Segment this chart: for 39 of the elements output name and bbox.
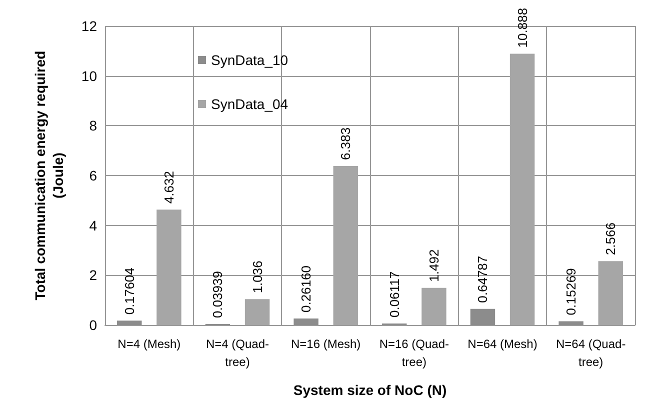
- y-tick-label: 12: [81, 18, 98, 34]
- legend-label: SynData_04: [211, 96, 288, 112]
- bar: [558, 321, 584, 325]
- y-tick-label: 10: [81, 68, 98, 84]
- data-label: 1.036: [250, 260, 265, 294]
- y-tick-label: 8: [89, 118, 98, 134]
- x-tick-label: N=16 (Quad- tree): [379, 337, 450, 369]
- bar: [510, 54, 535, 325]
- data-label: 0.64787: [475, 256, 490, 303]
- data-label: 0.26160: [298, 265, 314, 312]
- data-label: 4.632: [161, 171, 176, 204]
- data-label: 10.888: [514, 8, 530, 48]
- x-axis-title: System size of NoC (N): [293, 382, 447, 398]
- bar: [294, 318, 318, 325]
- x-tick-label: N=4 (Mesh): [118, 337, 181, 351]
- y-tick-label: 4: [89, 217, 98, 234]
- data-label: 0.15269: [564, 268, 579, 316]
- x-tick-label: N=4 (Quad- tree): [206, 337, 270, 369]
- bar: [470, 308, 496, 325]
- data-label: 6.383: [338, 127, 354, 160]
- data-label: 0.03939: [210, 271, 226, 318]
- legend-label: SynData_10: [211, 52, 288, 68]
- bar: [244, 299, 270, 325]
- bar: [422, 288, 446, 325]
- y-axis-title: Total communication energy required (Joule): [32, 50, 66, 300]
- bar: [117, 320, 142, 325]
- y-tick-label: 6: [89, 168, 98, 184]
- y-tick-label: 0: [89, 317, 98, 333]
- data-label: 2.566: [603, 222, 618, 256]
- x-tick-label: N=64 (Quad- tree): [556, 337, 626, 369]
- bar: [156, 210, 182, 325]
- data-label: 1.492: [426, 249, 442, 282]
- y-tick-label: 2: [89, 267, 98, 284]
- x-tick-label: N=64 (Mesh): [468, 337, 538, 351]
- data-label: 0.17604: [122, 268, 137, 315]
- x-tick-label: N=16 (Mesh): [290, 337, 361, 351]
- bar: [598, 261, 623, 325]
- bar: [333, 166, 358, 325]
- data-label: 0.06117: [386, 271, 402, 318]
